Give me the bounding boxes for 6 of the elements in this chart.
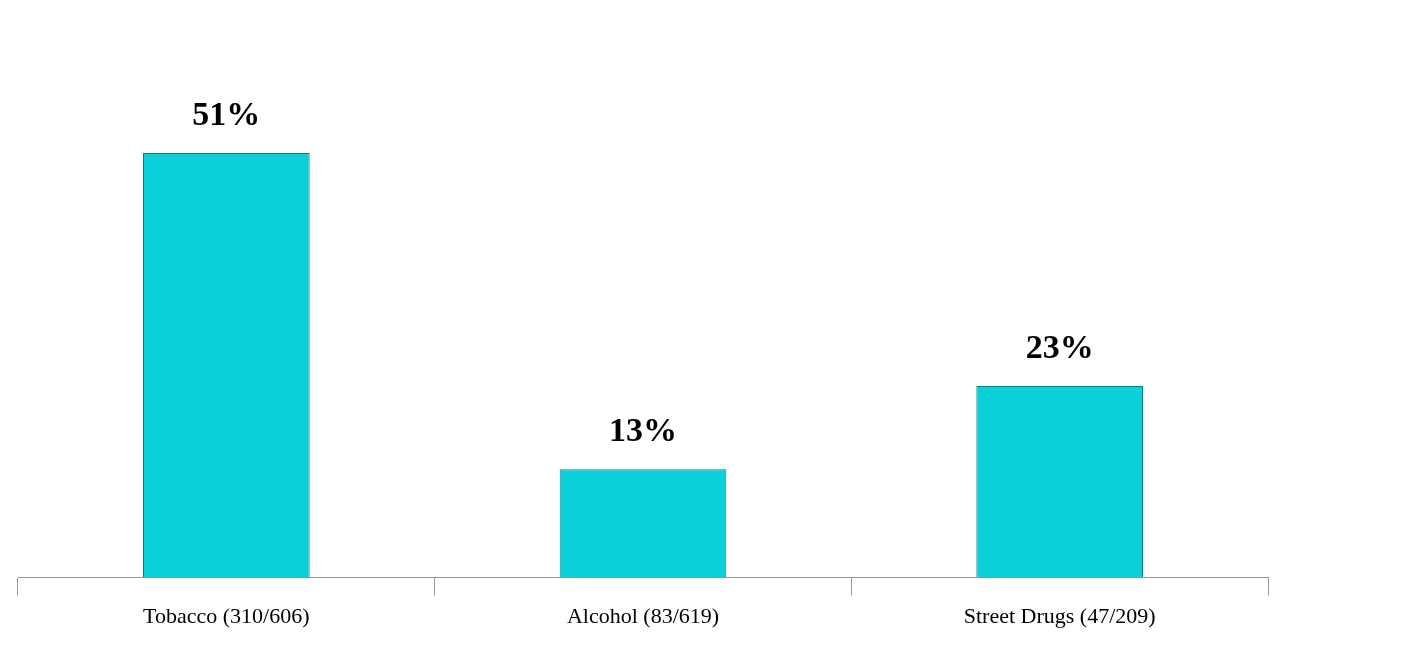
x-tick-label: Alcohol (83/619)	[566, 602, 720, 628]
data-label: 13%	[609, 411, 677, 449]
data-label: 23%	[1025, 327, 1094, 365]
data-label: 51%	[192, 94, 261, 132]
x-tick-label: Tobacco (310/606)	[143, 602, 310, 628]
x-tick-label: Street Drugs (47/209)	[963, 602, 1156, 628]
